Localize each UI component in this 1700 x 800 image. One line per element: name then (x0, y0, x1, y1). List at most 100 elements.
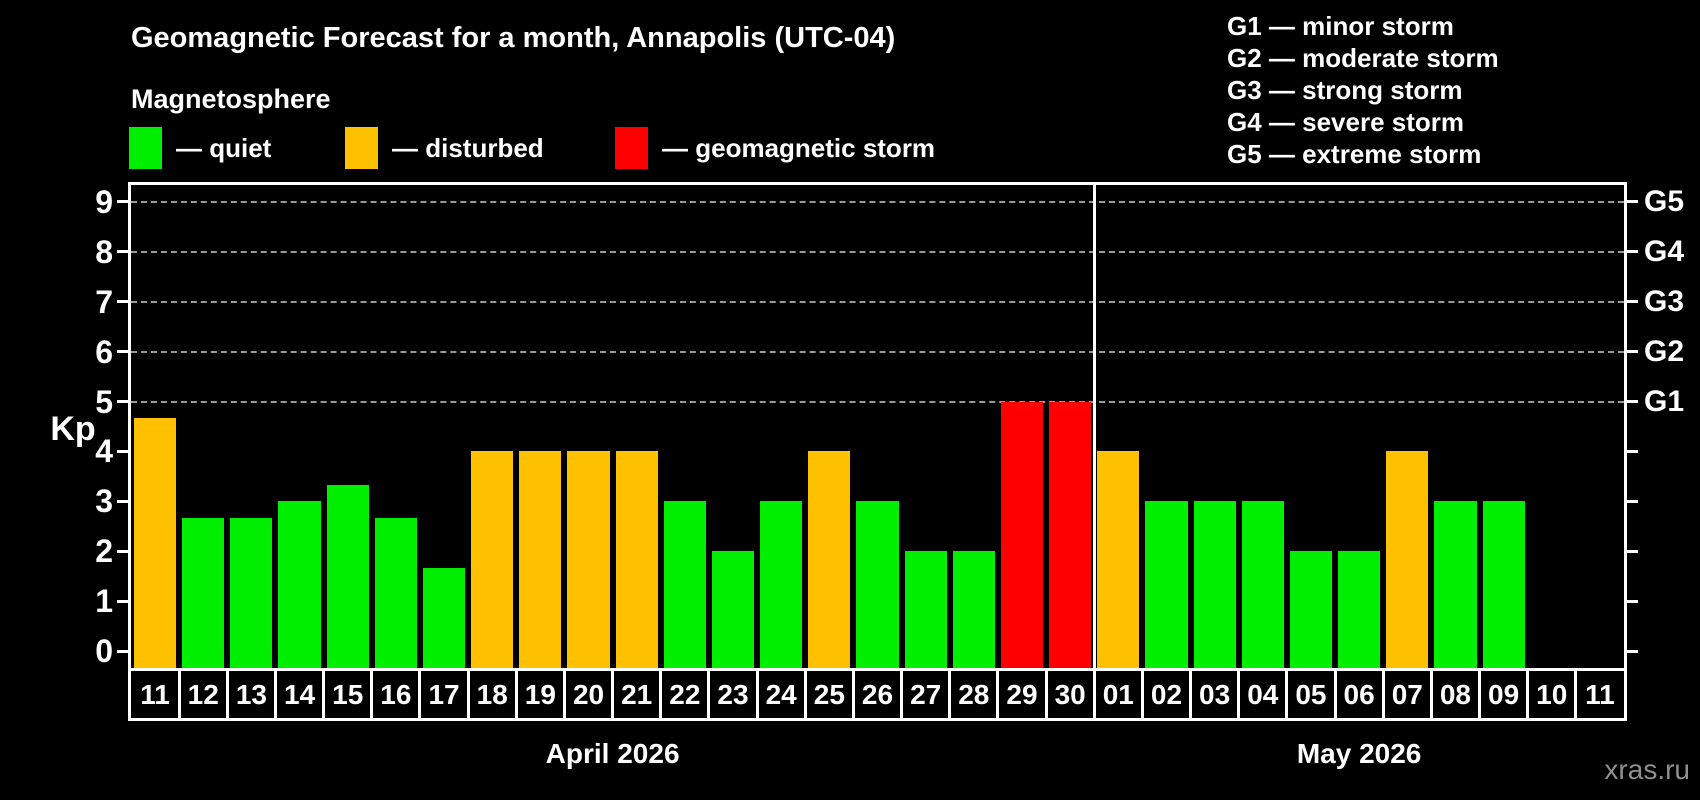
month-label: April 2026 (545, 738, 680, 769)
day-cell-border (707, 670, 711, 718)
quiet-swatch-icon (129, 127, 162, 169)
day-label: 04 (1247, 679, 1279, 710)
right-axis-tick (1626, 499, 1638, 503)
kp-bar (1097, 451, 1140, 668)
day-cell-border (611, 670, 615, 718)
y-axis-tick (117, 549, 129, 553)
g-scale-label: G5 (1644, 184, 1685, 218)
y-axis-tick (117, 400, 129, 403)
day-label: 19 (524, 679, 556, 710)
kp-bar (278, 501, 321, 668)
kp-bar (567, 451, 610, 668)
day-label: 01 (1102, 679, 1134, 710)
day-cell-border (1092, 670, 1096, 718)
right-axis-tick (1626, 449, 1638, 453)
y-axis-tick (117, 599, 129, 603)
y-axis-tick (117, 200, 129, 204)
y-axis-tick (117, 300, 129, 304)
y-tick-label: 5 (95, 383, 113, 420)
day-label: 18 (476, 679, 508, 710)
kp-bar (1049, 401, 1092, 668)
chart-subtitle: Magnetosphere (131, 84, 331, 114)
kp-bar (326, 484, 369, 668)
day-cell-border (1333, 670, 1337, 718)
day-cell-border (466, 670, 470, 718)
storm-scale-g5: G5 — extreme storm (1227, 139, 1482, 169)
legend-item-disturbed: — disturbed (345, 127, 544, 169)
day-cell-border (273, 670, 277, 718)
kp-bar (182, 517, 225, 668)
legend-label: — quiet (176, 132, 272, 163)
day-cell-border (322, 670, 326, 718)
day-cell-border (1140, 670, 1144, 718)
day-label: 24 (765, 679, 797, 710)
kp-gridline (131, 350, 1624, 353)
kp-bar (663, 501, 706, 668)
day-label: 16 (380, 679, 412, 710)
day-cell-border (1189, 670, 1193, 718)
day-label: 07 (1391, 679, 1423, 710)
day-label: 14 (283, 679, 316, 710)
day-cell-border (370, 670, 374, 718)
day-label: 25 (813, 679, 845, 710)
right-axis-tick (1626, 649, 1638, 653)
kp-bar (952, 551, 995, 668)
y-tick-label: 0 (95, 633, 113, 669)
y-tick-label: 9 (95, 183, 113, 220)
y-axis-tick (117, 649, 129, 653)
kp-bar (808, 451, 851, 668)
storm-swatch-icon (615, 127, 648, 169)
day-label: 11 (140, 679, 170, 710)
y-tick-label: 7 (95, 283, 113, 320)
y-axis-tick (117, 350, 129, 354)
g-scale-label: G1 (1644, 384, 1685, 418)
kp-bar (422, 567, 466, 668)
day-label: 02 (1150, 679, 1183, 710)
day-cell-border (900, 670, 904, 718)
g-scale-label: G3 (1644, 284, 1685, 318)
day-cell-border (851, 670, 855, 718)
day-cell-border (418, 670, 422, 718)
y-tick-label: 8 (95, 233, 113, 270)
y-tick-label: 4 (95, 433, 113, 470)
day-label: 11 (1585, 679, 1615, 710)
day-label: 21 (621, 679, 653, 710)
y-tick-label: 2 (95, 533, 113, 570)
legend-label: — geomagnetic storm (662, 132, 936, 163)
kp-bar (711, 551, 755, 668)
legend-label: — disturbed (392, 132, 544, 163)
day-cell-border (225, 670, 229, 718)
day-cell-border (1574, 670, 1578, 718)
disturbed-swatch-icon (345, 127, 378, 169)
day-label: 20 (572, 679, 605, 710)
watermark: xras.ru (1604, 754, 1690, 785)
right-axis-tick (1626, 400, 1638, 403)
kp-bar (1338, 551, 1381, 668)
day-label: 05 (1295, 679, 1327, 710)
day-cell-border (1381, 670, 1385, 718)
day-label: 08 (1439, 679, 1471, 710)
y-tick-label: 1 (95, 583, 113, 620)
legend-item-storm: — geomagnetic storm (615, 127, 935, 169)
kp-gridline (131, 300, 1624, 303)
kp-bar (615, 451, 658, 668)
storm-scale-g2: G2 — moderate storm (1227, 43, 1499, 73)
kp-bar (374, 517, 417, 668)
kp-bar (904, 551, 947, 668)
y-axis-tick (117, 250, 129, 254)
right-axis-tick (1626, 250, 1638, 254)
right-axis-tick (1626, 200, 1638, 204)
day-cell-border (514, 670, 518, 718)
day-cell-border (803, 670, 807, 718)
right-axis-tick (1626, 599, 1638, 603)
day-label: 26 (861, 679, 894, 710)
kp-bar (1482, 501, 1525, 668)
kp-bar (1289, 551, 1333, 668)
month-label: May 2026 (1296, 738, 1422, 769)
day-cell-border (948, 670, 952, 718)
kp-gridline (131, 250, 1624, 253)
day-label: 09 (1488, 679, 1520, 710)
day-label: 29 (1006, 679, 1038, 710)
day-cell-border (1526, 670, 1530, 718)
